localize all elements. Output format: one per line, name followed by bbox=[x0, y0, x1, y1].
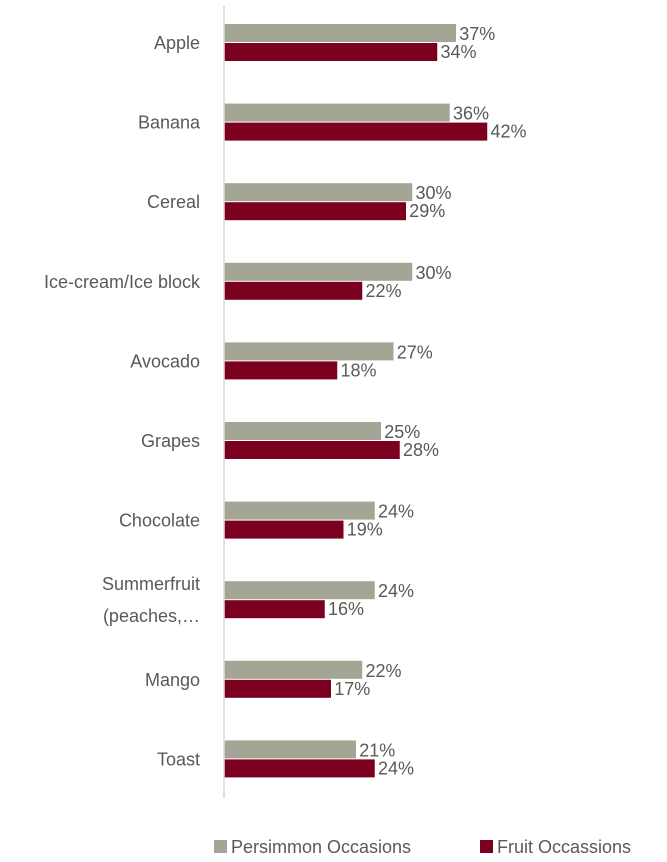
bar-persimmon-9 bbox=[224, 740, 356, 759]
category-label-1: Banana bbox=[138, 113, 201, 133]
value-label-fruit-1: 42% bbox=[491, 122, 527, 142]
value-label-fruit-8: 17% bbox=[334, 679, 370, 699]
bar-fruit-3 bbox=[224, 281, 363, 300]
legend: Persimmon Occasions Fruit Occassions bbox=[214, 837, 631, 857]
bar-fruit-5 bbox=[224, 441, 400, 459]
bar-fruit-1 bbox=[224, 122, 488, 141]
bar-fruit-4 bbox=[224, 361, 338, 380]
value-label-fruit-6: 19% bbox=[347, 520, 383, 540]
value-label-persimmon-4: 27% bbox=[397, 342, 433, 362]
bar-fruit-6 bbox=[224, 520, 344, 539]
bar-fruit-9 bbox=[224, 759, 375, 778]
bar-persimmon-8 bbox=[224, 660, 363, 679]
value-label-fruit-2: 29% bbox=[409, 201, 445, 221]
value-label-persimmon-7: 24% bbox=[378, 581, 414, 601]
labels-layer: 37%34%36%42%30%29%30%22%27%18%25%28%24%1… bbox=[328, 24, 527, 778]
value-label-fruit-5: 28% bbox=[403, 440, 439, 460]
category-label-6: Chocolate bbox=[119, 511, 200, 531]
bar-persimmon-2 bbox=[224, 183, 413, 202]
category-label-4: Avocado bbox=[130, 351, 200, 371]
value-label-persimmon-1: 36% bbox=[453, 104, 489, 124]
value-label-persimmon-9: 21% bbox=[359, 740, 395, 760]
category-label-7-line-0: Summerfruit bbox=[102, 574, 200, 594]
bar-fruit-2 bbox=[224, 202, 406, 221]
bar-persimmon-7 bbox=[224, 581, 375, 600]
legend-label-persimmon: Persimmon Occasions bbox=[231, 837, 411, 857]
category-labels: Apple Banana Cereal Ice-cream/Ice block Avoc… bbox=[44, 33, 201, 769]
value-label-fruit-0: 34% bbox=[441, 42, 477, 62]
value-label-fruit-3: 22% bbox=[366, 281, 402, 301]
category-label-3: Ice-cream/Ice block bbox=[44, 272, 201, 292]
category-label-5: Grapes bbox=[141, 431, 200, 451]
value-label-fruit-9: 24% bbox=[378, 758, 414, 778]
category-label-9: Toast bbox=[157, 749, 200, 769]
bar-persimmon-5 bbox=[224, 422, 381, 440]
value-label-persimmon-0: 37% bbox=[459, 24, 495, 44]
bars-layer bbox=[224, 24, 488, 778]
value-label-fruit-4: 18% bbox=[341, 360, 377, 380]
legend-swatch-persimmon bbox=[214, 840, 227, 853]
category-label-8: Mango bbox=[145, 670, 200, 690]
category-label-7-line-1: (peaches,… bbox=[103, 606, 200, 626]
bar-fruit-0 bbox=[224, 43, 438, 61]
legend-label-fruit: Fruit Occassions bbox=[497, 837, 631, 857]
legend-swatch-fruit bbox=[480, 840, 493, 853]
value-label-persimmon-3: 30% bbox=[416, 263, 452, 283]
category-label-2: Cereal bbox=[147, 192, 200, 212]
value-label-persimmon-2: 30% bbox=[416, 183, 452, 203]
value-label-persimmon-6: 24% bbox=[378, 502, 414, 522]
bar-persimmon-1 bbox=[224, 103, 450, 122]
bar-fruit-8 bbox=[224, 679, 331, 698]
category-label-0: Apple bbox=[154, 33, 200, 53]
bar-persimmon-0 bbox=[224, 24, 456, 42]
bar-persimmon-4 bbox=[224, 342, 394, 361]
bar-persimmon-3 bbox=[224, 262, 413, 281]
value-label-persimmon-8: 22% bbox=[366, 661, 402, 681]
value-label-persimmon-5: 25% bbox=[384, 422, 420, 442]
bar-persimmon-6 bbox=[224, 501, 375, 520]
value-label-fruit-7: 16% bbox=[328, 599, 364, 619]
bar-fruit-7 bbox=[224, 600, 325, 619]
